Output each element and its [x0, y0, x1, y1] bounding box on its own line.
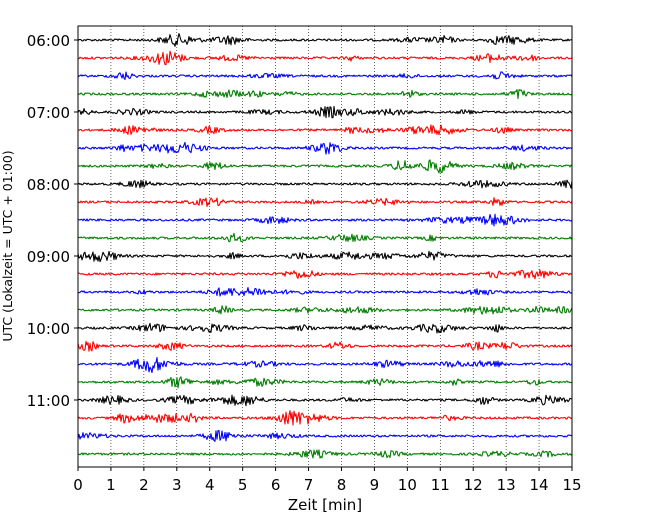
x-axis-ticks: 0 1 2 3 4 5 6 7 8 9 10 11 12 13 14 15	[73, 467, 582, 494]
trace-0600	[77, 33, 573, 47]
y-tick-label: 09:00	[27, 248, 70, 266]
trace-0630	[77, 71, 573, 81]
trace-0645	[77, 89, 573, 100]
x-tick-label: 2	[139, 476, 149, 494]
x-axis-label: Zeit [min]	[288, 496, 362, 514]
x-tick-label: 1	[106, 476, 116, 494]
plot-frame	[77, 25, 573, 468]
y-axis-ticks: 06:00 07:00 08:00 09:00 10:00 11:00	[27, 32, 78, 410]
trace-0700	[77, 105, 573, 119]
y-axis-label: UTC (Lokalzeit = UTC + 01:00)	[0, 150, 15, 341]
trace-0730	[77, 141, 573, 155]
x-tick-label: 9	[370, 476, 380, 494]
trace-0845	[77, 232, 573, 243]
x-tick-label: 10	[398, 476, 417, 494]
trace-0915	[77, 269, 572, 280]
trace-0815	[77, 197, 573, 207]
x-tick-label: 14	[530, 476, 549, 494]
trace-1145	[77, 449, 573, 459]
x-tick-label: 7	[304, 476, 314, 494]
y-tick-label: 11:00	[27, 392, 70, 410]
trace-0800	[77, 179, 573, 189]
x-tick-label: 5	[238, 476, 248, 494]
trace-0615	[77, 50, 573, 66]
trace-1115	[77, 410, 573, 426]
trace-0930	[77, 287, 573, 297]
trace-1045	[77, 376, 573, 389]
y-tick-label: 08:00	[27, 176, 70, 194]
x-tick-label: 4	[205, 476, 215, 494]
trace-0945	[77, 305, 573, 315]
seismogram-traces	[77, 33, 573, 459]
x-tick-label: 3	[172, 476, 182, 494]
trace-0745	[77, 159, 573, 174]
trace-0830	[77, 213, 573, 227]
x-tick-label: 8	[337, 476, 347, 494]
y-tick-label: 06:00	[27, 32, 70, 50]
x-tick-label: 15	[562, 476, 581, 494]
y-tick-label: 07:00	[27, 104, 70, 122]
trace-1100	[77, 394, 573, 407]
trace-1015	[77, 340, 573, 352]
trace-1030	[77, 356, 573, 374]
x-tick-label: 11	[431, 476, 450, 494]
x-tick-label: 0	[73, 476, 83, 494]
x-tick-label: 6	[271, 476, 281, 494]
y-tick-label: 10:00	[27, 320, 70, 338]
trace-1130	[77, 429, 573, 442]
trace-1000	[77, 322, 573, 334]
trace-0900	[77, 250, 573, 263]
x-tick-label: 12	[464, 476, 483, 494]
trace-0715	[77, 124, 573, 136]
x-tick-label: 13	[497, 476, 516, 494]
